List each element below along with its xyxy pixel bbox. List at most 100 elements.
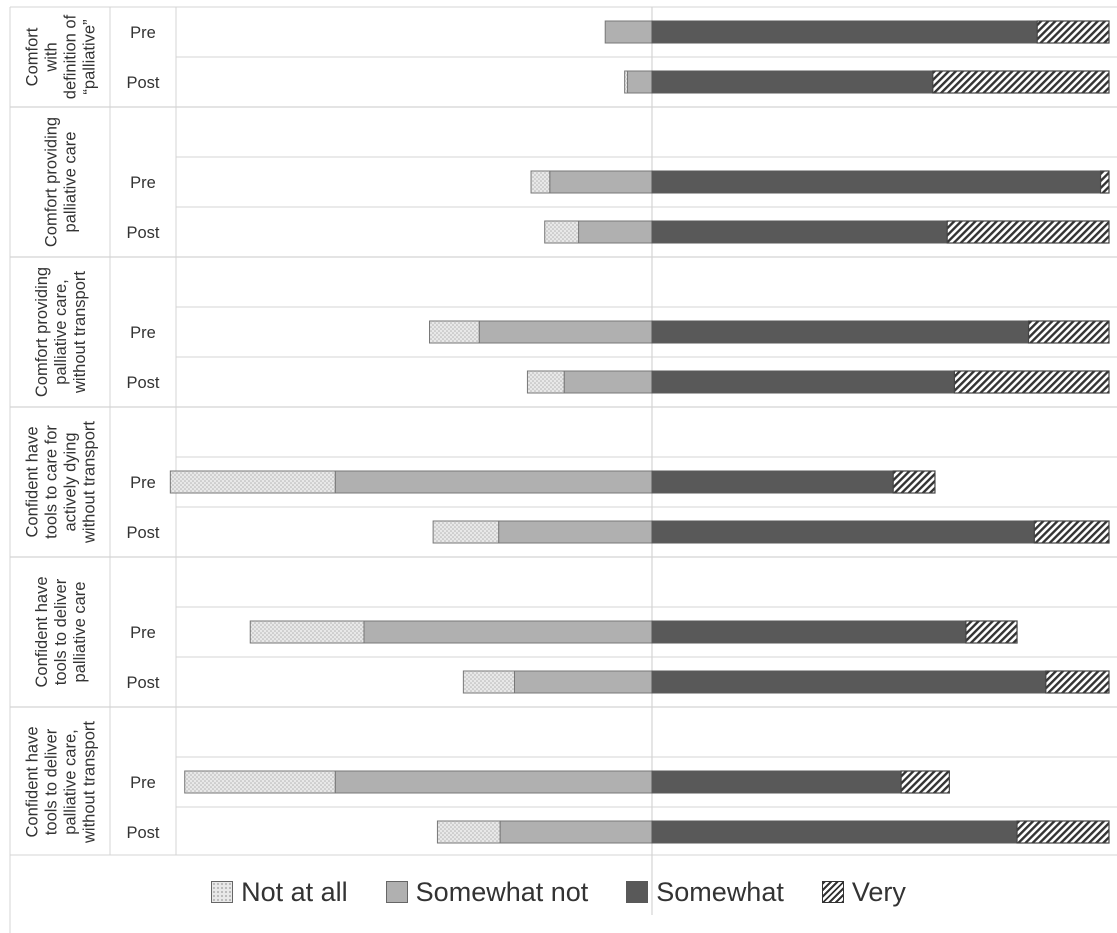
bar-very (1027, 320, 1110, 344)
group-label-line: palliative care (71, 582, 89, 683)
bar-somewhat-not (563, 370, 653, 394)
group-label: Confident havetools to care foractively … (24, 421, 99, 544)
bar-somewhat (651, 770, 902, 794)
bar-not-at-all (526, 370, 565, 394)
bar-not-at-all (544, 220, 580, 244)
bar-not-at-all (432, 520, 500, 544)
group-label-line: without transport (81, 721, 99, 844)
bars-layer (169, 20, 1110, 844)
bar-very (900, 770, 950, 794)
bar-somewhat (651, 470, 894, 494)
group-label-line: without transport (71, 271, 89, 394)
row-label-post: Post (126, 524, 159, 542)
bar-very (1045, 670, 1110, 694)
group-label: Comfortwithdefinition of“palliative” (24, 14, 99, 99)
group-label-line: Comfort providing (43, 117, 61, 247)
bar-somewhat (651, 620, 967, 644)
labels-layer: Comfortwithdefinition of“palliative” Pre P… (24, 14, 160, 844)
bar-somewhat-not (498, 520, 653, 544)
bar-somewhat-not (549, 170, 653, 194)
bar-somewhat-not (334, 770, 653, 794)
bar-somewhat-not (513, 670, 653, 694)
group-label-line: palliative care, (62, 729, 80, 834)
group-label-line: without transport (81, 421, 99, 544)
group-label-line: Confident have (24, 727, 42, 838)
row-label-pre: Pre (130, 324, 156, 342)
row-label-pre: Pre (130, 624, 156, 642)
bar-not-at-all (624, 70, 629, 94)
group-label-line: definition of (62, 14, 80, 99)
bar-not-at-all (184, 770, 336, 794)
legend-swatch-not-at-all (211, 881, 234, 903)
bar-very (946, 220, 1110, 244)
row-label-post: Post (126, 824, 159, 842)
bar-somewhat (651, 670, 1047, 694)
bar-not-at-all (462, 670, 515, 694)
bar-somewhat (651, 820, 1018, 844)
row-label-pre: Pre (130, 174, 156, 192)
row-label-post: Post (126, 224, 159, 242)
bar-somewhat (651, 70, 934, 94)
row-label-post: Post (126, 74, 159, 92)
bar-somewhat-not (499, 820, 653, 844)
group-label-line: actively dying (62, 432, 80, 531)
bar-not-at-all (429, 320, 480, 344)
bar-somewhat (651, 320, 1030, 344)
row-label-post: Post (126, 674, 159, 692)
group-label-line: Confident have (24, 427, 42, 538)
row-label-pre: Pre (130, 774, 156, 792)
bar-very (1099, 170, 1110, 194)
bar-somewhat-not (578, 220, 653, 244)
bar-very (1016, 820, 1110, 844)
row-label-pre: Pre (130, 474, 156, 492)
group-label-line: palliative care (62, 132, 80, 233)
legend-label-not-at-all: Not at all (241, 876, 348, 907)
group-label-line: tools to care for (43, 425, 61, 539)
bar-somewhat (651, 520, 1035, 544)
row-label-post: Post (126, 374, 159, 392)
bar-somewhat (651, 370, 955, 394)
bar-not-at-all (169, 470, 336, 494)
legend-item-somewhat-not: Somewhat not (385, 876, 589, 908)
bar-very (932, 70, 1110, 94)
group-label-line: “palliative” (81, 19, 99, 94)
legend-swatch-somewhat (626, 881, 649, 903)
bar-not-at-all (249, 620, 365, 644)
bar-not-at-all (436, 820, 501, 844)
bar-not-at-all (530, 170, 551, 194)
legend-label-somewhat-not: Somewhat not (415, 876, 589, 907)
row-label-pre: Pre (130, 24, 156, 42)
bar-somewhat-not (478, 320, 653, 344)
bar-somewhat-not (627, 70, 653, 94)
bar-very (1036, 20, 1110, 44)
legend-label-somewhat: Somewhat (656, 876, 784, 907)
legend-swatch-very (821, 881, 844, 903)
group-label-line: Comfort providing (33, 267, 51, 397)
legend-item-somewhat: Somewhat (626, 877, 784, 908)
legend-item-very: Very (821, 876, 906, 908)
group-label: Confident havetools to deliverpalliative… (33, 577, 89, 688)
group-label: Confident havetools to deliverpalliative… (24, 721, 99, 844)
bar-very (892, 470, 936, 494)
grid-layer (9, 6, 1117, 933)
legend-label-very: Very (851, 876, 906, 907)
bar-somewhat (651, 20, 1038, 44)
group-label-line: palliative care, (52, 279, 70, 384)
bar-somewhat (651, 220, 948, 244)
legend: Not at all Somewhat not Somewhat Very (0, 862, 1117, 922)
group-label: Comfort providingpalliative care (43, 117, 80, 247)
bar-somewhat (651, 170, 1102, 194)
group-label: Comfort providingpalliative care,without… (33, 267, 89, 397)
group-label-line: with (43, 42, 61, 72)
bar-very (953, 370, 1110, 394)
bar-somewhat-not (334, 470, 653, 494)
group-label-line: tools to deliver (52, 578, 70, 685)
bar-somewhat-not (604, 20, 653, 44)
group-label-line: Comfort (24, 27, 42, 86)
legend-item-not-at-all: Not at all (211, 877, 348, 908)
group-label-line: tools to deliver (43, 728, 61, 835)
bar-very (1033, 520, 1110, 544)
group-label-line: Confident have (33, 577, 51, 688)
bar-somewhat-not (363, 620, 653, 644)
